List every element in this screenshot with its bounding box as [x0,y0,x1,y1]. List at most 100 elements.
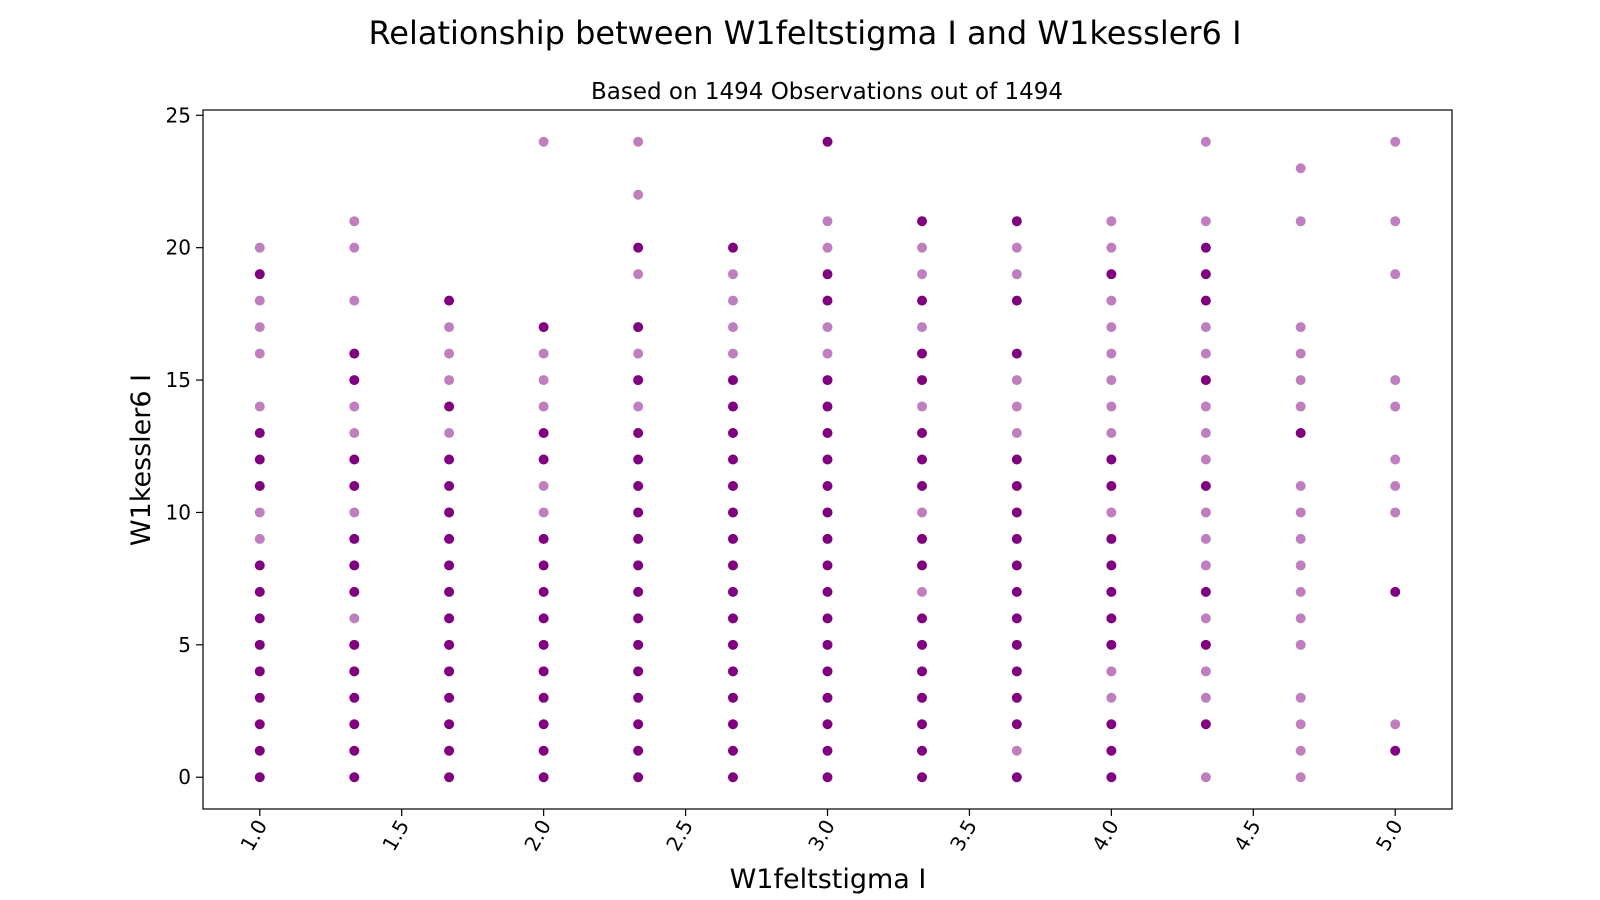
y-tick-label-3: 15 [166,368,191,392]
data-point-0-1 [254,745,265,756]
data-point-2-18 [444,295,455,306]
data-point-6-16 [822,348,833,359]
data-point-0-19 [254,242,265,253]
data-point-4-0 [633,772,644,783]
data-point-8-17 [1011,295,1022,306]
data-point-6-6 [822,613,833,624]
data-point-2-9 [444,533,455,544]
data-point-2-12 [444,454,455,465]
data-point-5-7 [727,586,738,597]
y-tick-label-4: 20 [166,236,191,260]
data-point-11-2 [1295,719,1306,730]
data-point-9-12 [1106,454,1117,465]
data-point-4-2 [633,719,644,730]
data-point-12-10 [1390,136,1401,147]
data-point-4-15 [633,375,644,386]
data-point-0-11 [254,480,265,491]
data-point-10-6 [1200,586,1211,597]
data-point-7-0 [917,772,928,783]
data-point-10-18 [1200,269,1211,280]
x-tick-label-8: 5.0 [1371,816,1408,856]
data-point-7-8 [917,560,928,571]
data-point-9-3 [1106,692,1117,703]
data-point-3-1 [538,745,549,756]
data-point-9-21 [1106,216,1117,227]
data-point-7-21 [917,216,928,227]
data-point-5-6 [727,613,738,624]
data-point-6-5 [822,639,833,650]
data-point-7-5 [917,639,928,650]
data-point-0-13 [254,428,265,439]
data-point-9-0 [1106,772,1117,783]
data-point-9-5 [1106,639,1117,650]
data-point-1-13 [349,428,360,439]
data-point-2-11 [444,480,455,491]
data-point-3-17 [538,322,549,333]
data-point-10-10 [1200,480,1211,491]
data-point-1-18 [349,242,360,253]
data-point-8-10 [1011,507,1022,518]
data-point-9-16 [1106,348,1117,359]
data-point-6-0 [822,772,833,783]
data-point-8-5 [1011,639,1022,650]
data-point-12-9 [1390,216,1401,227]
data-point-11-3 [1295,692,1306,703]
data-point-9-9 [1106,533,1117,544]
data-point-6-2 [822,719,833,730]
data-point-11-0 [1295,772,1306,783]
data-point-6-11 [822,480,833,491]
data-point-4-12 [633,454,644,465]
data-point-2-8 [444,560,455,571]
data-point-0-0 [254,772,265,783]
data-point-0-3 [254,692,265,703]
data-point-7-15 [917,375,928,386]
data-point-6-3 [822,692,833,703]
data-point-4-18 [633,269,644,280]
data-point-7-7 [917,586,928,597]
data-point-5-1 [727,745,738,756]
data-point-1-16 [349,348,360,359]
data-point-4-16 [633,348,644,359]
data-point-10-15 [1200,348,1211,359]
data-point-4-13 [633,428,644,439]
data-point-0-16 [254,322,265,333]
data-point-6-7 [822,586,833,597]
data-point-4-19 [633,242,644,253]
data-point-1-14 [349,401,360,412]
data-point-7-18 [917,295,928,306]
data-point-3-18 [538,136,549,147]
data-point-3-10 [538,507,549,518]
data-point-6-19 [822,269,833,280]
data-point-10-13 [1200,401,1211,412]
y-tick-label-2: 10 [166,500,191,524]
data-point-6-21 [822,216,833,227]
data-point-9-4 [1106,666,1117,677]
data-point-10-3 [1200,666,1211,677]
data-point-2-5 [444,639,455,650]
data-point-7-13 [917,428,928,439]
data-point-6-13 [822,428,833,439]
data-point-3-12 [538,454,549,465]
data-point-12-0 [1390,745,1401,756]
data-point-1-0 [349,772,360,783]
chart-subtitle: Based on 1494 Observations out of 1494 [591,79,1063,105]
data-point-10-11 [1200,454,1211,465]
data-point-5-20 [727,242,738,253]
data-point-10-1 [1200,719,1211,730]
data-point-9-15 [1106,375,1117,386]
data-point-7-9 [917,533,928,544]
data-point-8-2 [1011,719,1022,730]
data-point-12-3 [1390,507,1401,518]
data-point-4-11 [633,480,644,491]
y-axis-ticks: 0 5 10 15 20 25 [166,103,203,789]
data-point-1-8 [349,560,360,571]
data-point-11-10 [1295,480,1306,491]
data-point-10-12 [1200,428,1211,439]
data-point-4-7 [633,586,644,597]
data-point-12-4 [1390,480,1401,491]
data-point-0-9 [254,533,265,544]
data-point-0-14 [254,401,265,412]
data-point-5-19 [727,269,738,280]
